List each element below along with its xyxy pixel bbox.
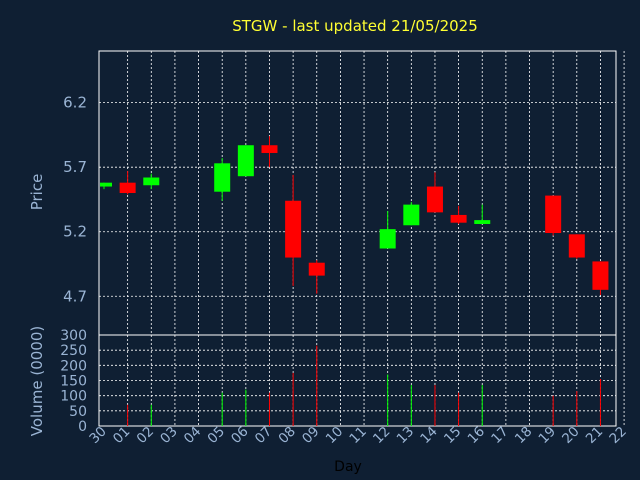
volume-axis-label: Volume (0000) xyxy=(28,326,46,436)
volume-y-tick-label: 250 xyxy=(60,343,87,359)
x-tick-label: 19 xyxy=(536,424,559,447)
x-tick-label: 17 xyxy=(488,424,511,447)
price-y-tick-label: 5.7 xyxy=(63,158,87,176)
price-y-tick-label: 4.7 xyxy=(63,287,87,305)
x-tick-label: 03 xyxy=(157,424,180,447)
x-tick-label: 06 xyxy=(228,424,251,447)
volume-y-tick-label: 100 xyxy=(60,389,87,405)
x-tick-label: 14 xyxy=(417,424,440,447)
x-tick-label: 22 xyxy=(606,424,629,447)
candle-body-16 xyxy=(474,220,491,224)
x-tick-label: 04 xyxy=(181,424,204,447)
price-y-tick-label: 5.2 xyxy=(63,223,87,241)
candle-body-12 xyxy=(379,229,396,249)
candle-body-06 xyxy=(237,145,254,177)
candle-body-05 xyxy=(214,163,231,192)
x-tick-label: 18 xyxy=(512,424,535,447)
x-tick-label: 16 xyxy=(465,424,488,447)
x-tick-label: 12 xyxy=(370,424,393,447)
price-axis-label: Price xyxy=(28,174,46,211)
candle-body-01 xyxy=(119,182,136,193)
volume-y-tick-label: 50 xyxy=(69,404,87,420)
x-tick-label: 11 xyxy=(346,424,369,447)
candle-body-20 xyxy=(568,234,585,258)
volume-panel-frame xyxy=(98,334,617,427)
x-tick-label: 08 xyxy=(275,424,298,447)
x-axis-label: Day xyxy=(334,459,362,475)
candle-body-21 xyxy=(592,261,609,290)
volume-y-tick-label: 200 xyxy=(60,358,87,374)
x-tick-label: 30 xyxy=(86,424,109,447)
x-tick-label: 20 xyxy=(559,424,582,447)
candle-body-14 xyxy=(426,186,443,213)
x-tick-label: 13 xyxy=(394,424,417,447)
candle-body-07 xyxy=(261,145,278,153)
candles xyxy=(100,136,609,295)
volume-grid xyxy=(99,335,625,426)
candle-body-15 xyxy=(450,214,467,223)
x-tick-label: 10 xyxy=(323,424,346,447)
candle-body-13 xyxy=(403,204,420,226)
price-panel-frame xyxy=(98,50,617,336)
x-tick-label: 09 xyxy=(299,424,322,447)
x-tick-label: 05 xyxy=(205,424,228,447)
candle-body-30 xyxy=(100,182,112,187)
candle-body-09 xyxy=(308,262,325,276)
price-y-tick-label: 6.2 xyxy=(63,94,87,112)
x-tick-label: 21 xyxy=(583,424,606,447)
price-y-ticks: 4.7 5.2 5.7 6.2 xyxy=(63,94,87,306)
candle-body-19 xyxy=(545,195,562,234)
x-tick-label: 07 xyxy=(252,424,275,447)
x-tick-label: 15 xyxy=(441,424,464,447)
volume-y-tick-label: 0 xyxy=(78,419,87,435)
x-tick-label: 02 xyxy=(134,424,157,447)
candle-body-02 xyxy=(143,177,160,186)
x-ticks: 30 01 02 03 04 05 06 07 08 09 10 11 12 13 14 15 16 17 18 19… xyxy=(86,424,630,447)
volume-bars xyxy=(127,345,601,426)
chart-title: STGW - last updated 21/05/2025 xyxy=(232,17,478,35)
candle-body-08 xyxy=(285,200,302,258)
x-tick-label: 01 xyxy=(110,424,133,447)
volume-y-tick-label: 300 xyxy=(60,328,87,344)
price-grid xyxy=(99,51,625,335)
volume-y-tick-label: 150 xyxy=(60,374,87,390)
